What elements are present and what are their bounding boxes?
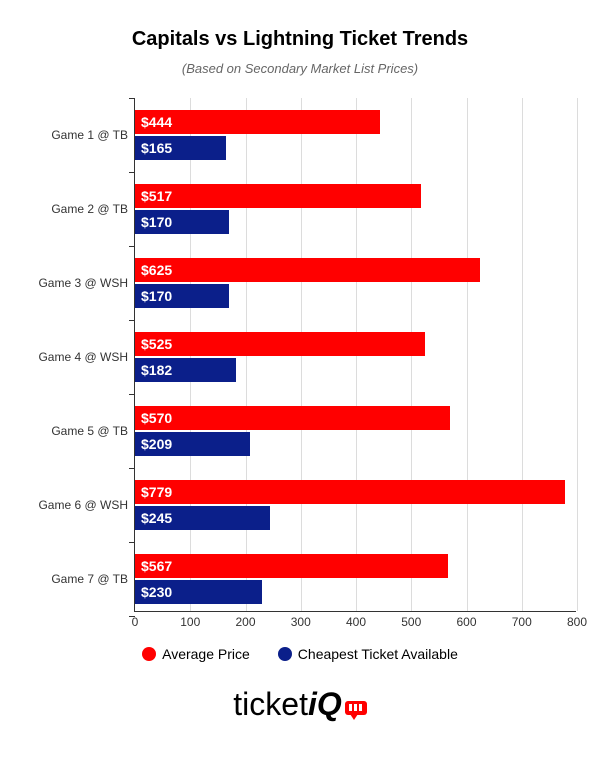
logo-part-2: iQ	[308, 686, 342, 723]
category-label: Game 1 @ TB	[51, 128, 128, 142]
x-tick-label: 200	[235, 615, 255, 629]
bar-value-label: $209	[135, 436, 172, 452]
x-tick-label: 700	[512, 615, 532, 629]
x-tick-label: 800	[567, 615, 587, 629]
logo-part-1: ticket	[233, 686, 308, 723]
bar: $170	[135, 284, 229, 308]
bar: $570	[135, 406, 450, 430]
category-label: Game 4 @ WSH	[38, 350, 128, 364]
chart-title: Capitals vs Lightning Ticket Trends	[24, 28, 576, 51]
bar-value-label: $444	[135, 114, 172, 130]
bar: $567	[135, 554, 448, 578]
bar: $182	[135, 358, 236, 382]
bar-value-label: $567	[135, 558, 172, 574]
bar-value-label: $165	[135, 140, 172, 156]
bar-value-label: $625	[135, 262, 172, 278]
bar-value-label: $182	[135, 362, 172, 378]
legend-swatch-icon	[278, 647, 292, 661]
category-label: Game 5 @ TB	[51, 424, 128, 438]
logo-text: ticketiQ	[233, 686, 366, 723]
bar-value-label: $570	[135, 410, 172, 426]
bar: $625	[135, 258, 480, 282]
bar: $165	[135, 136, 226, 160]
category-label: Game 6 @ WSH	[38, 498, 128, 512]
gridline	[577, 98, 578, 611]
bar: $444	[135, 110, 380, 134]
category-label: Game 7 @ TB	[51, 572, 128, 586]
gridline	[467, 98, 468, 611]
chart-container: Capitals vs Lightning Ticket Trends (Bas…	[0, 0, 600, 781]
speech-bubble-icon	[345, 701, 367, 715]
brand-logo: ticketiQ	[24, 686, 576, 723]
legend-item-cheapest: Cheapest Ticket Available	[278, 646, 458, 662]
bar-value-label: $230	[135, 584, 172, 600]
chart-subtitle: (Based on Secondary Market List Prices)	[24, 61, 576, 76]
bar: $230	[135, 580, 262, 604]
bar: $245	[135, 506, 270, 530]
x-tick-label: 500	[401, 615, 421, 629]
bar: $209	[135, 432, 250, 456]
bar-value-label: $170	[135, 214, 172, 230]
bar: $525	[135, 332, 425, 356]
bar-value-label: $170	[135, 288, 172, 304]
category-label: Game 2 @ TB	[51, 202, 128, 216]
y-axis-labels: Game 1 @ TB Game 2 @ TB Game 3 @ WSH Game 4…	[24, 98, 134, 612]
bar-value-label: $779	[135, 484, 172, 500]
x-tick-label: 400	[346, 615, 366, 629]
bar: $517	[135, 184, 421, 208]
bar-value-label: $245	[135, 510, 172, 526]
bar: $170	[135, 210, 229, 234]
x-tick-label: 0	[132, 615, 139, 629]
legend-item-average: Average Price	[142, 646, 250, 662]
bar-value-label: $525	[135, 336, 172, 352]
legend-swatch-icon	[142, 647, 156, 661]
plot-area: Game 1 @ TB Game 2 @ TB Game 3 @ WSH Game 4…	[24, 98, 576, 612]
gridline	[522, 98, 523, 611]
legend-label: Average Price	[162, 646, 250, 662]
bar: $779	[135, 480, 565, 504]
chart-body: 0100200300400500600700800$444$165$517$17…	[134, 98, 576, 612]
category-label: Game 3 @ WSH	[38, 276, 128, 290]
x-tick-label: 300	[291, 615, 311, 629]
x-tick-label: 600	[456, 615, 476, 629]
x-tick-label: 100	[180, 615, 200, 629]
legend-label: Cheapest Ticket Available	[298, 646, 458, 662]
legend: Average Price Cheapest Ticket Available	[24, 646, 576, 662]
bar-value-label: $517	[135, 188, 172, 204]
